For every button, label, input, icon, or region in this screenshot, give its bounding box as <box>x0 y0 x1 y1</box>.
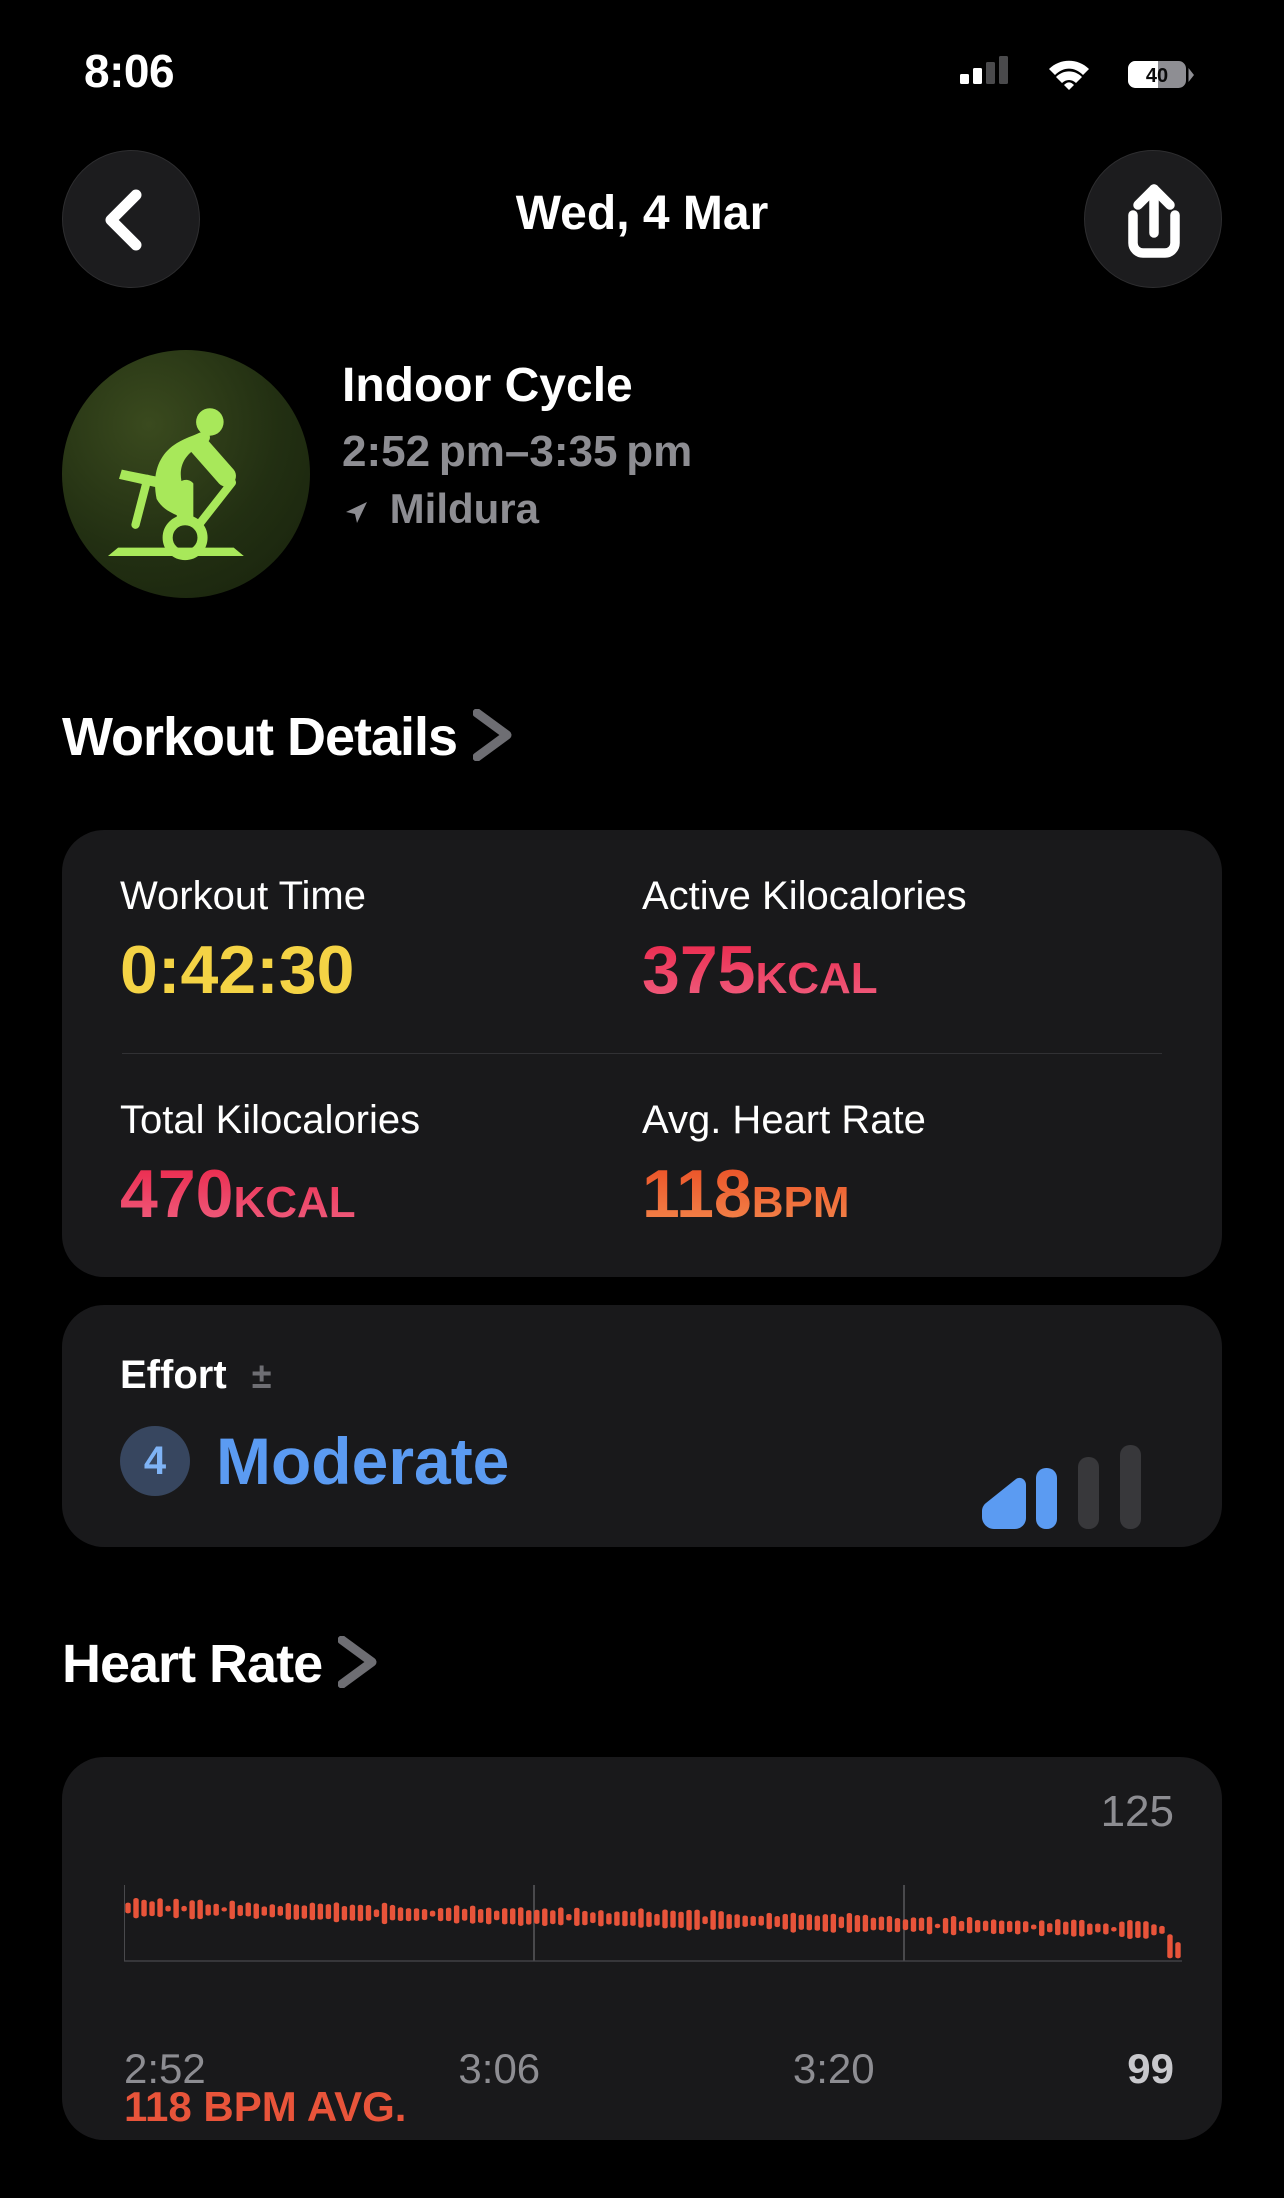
svg-text:40: 40 <box>1146 65 1168 87</box>
